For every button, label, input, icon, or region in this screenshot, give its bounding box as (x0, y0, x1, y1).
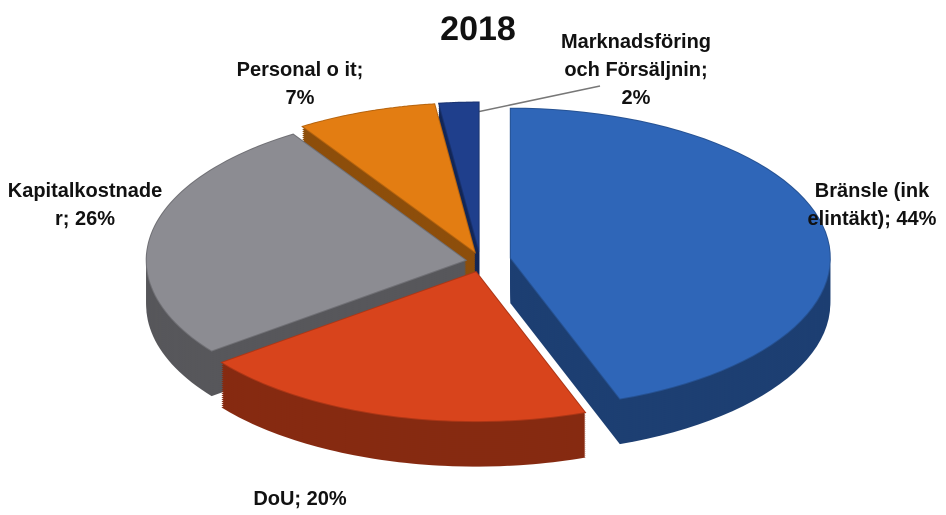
data-label: Bränsle (ink elintäkt); 44% (808, 180, 937, 230)
data-label-line: r; 26% (55, 208, 115, 230)
data-label: Personal o it; 7% (237, 59, 364, 109)
data-label-line: 2% (622, 87, 651, 109)
data-label: DoU; 20% (253, 488, 347, 510)
data-label-line: och Försäljnin; (564, 59, 707, 81)
data-label: Marknadsföring och Försäljnin; 2% (561, 31, 711, 109)
chart-title: 2018 (440, 10, 516, 48)
data-label-line: Kapitalkostnade (8, 180, 162, 202)
slice (301, 103, 477, 254)
data-label: Kapitalkostnade r; 26% (8, 180, 162, 230)
data-label-line: Marknadsföring (561, 31, 711, 53)
data-label-line: elintäkt); 44% (808, 208, 937, 230)
leader-line (457, 85, 601, 117)
data-label-line: DoU; 20% (253, 488, 347, 510)
data-label-line: 7% (286, 87, 315, 109)
data-label-line: Personal o it; (237, 59, 364, 81)
slice (220, 271, 587, 423)
slice (509, 107, 831, 400)
data-label-line: Bränsle (ink (815, 180, 930, 202)
slice (437, 101, 480, 253)
slice (145, 133, 468, 352)
